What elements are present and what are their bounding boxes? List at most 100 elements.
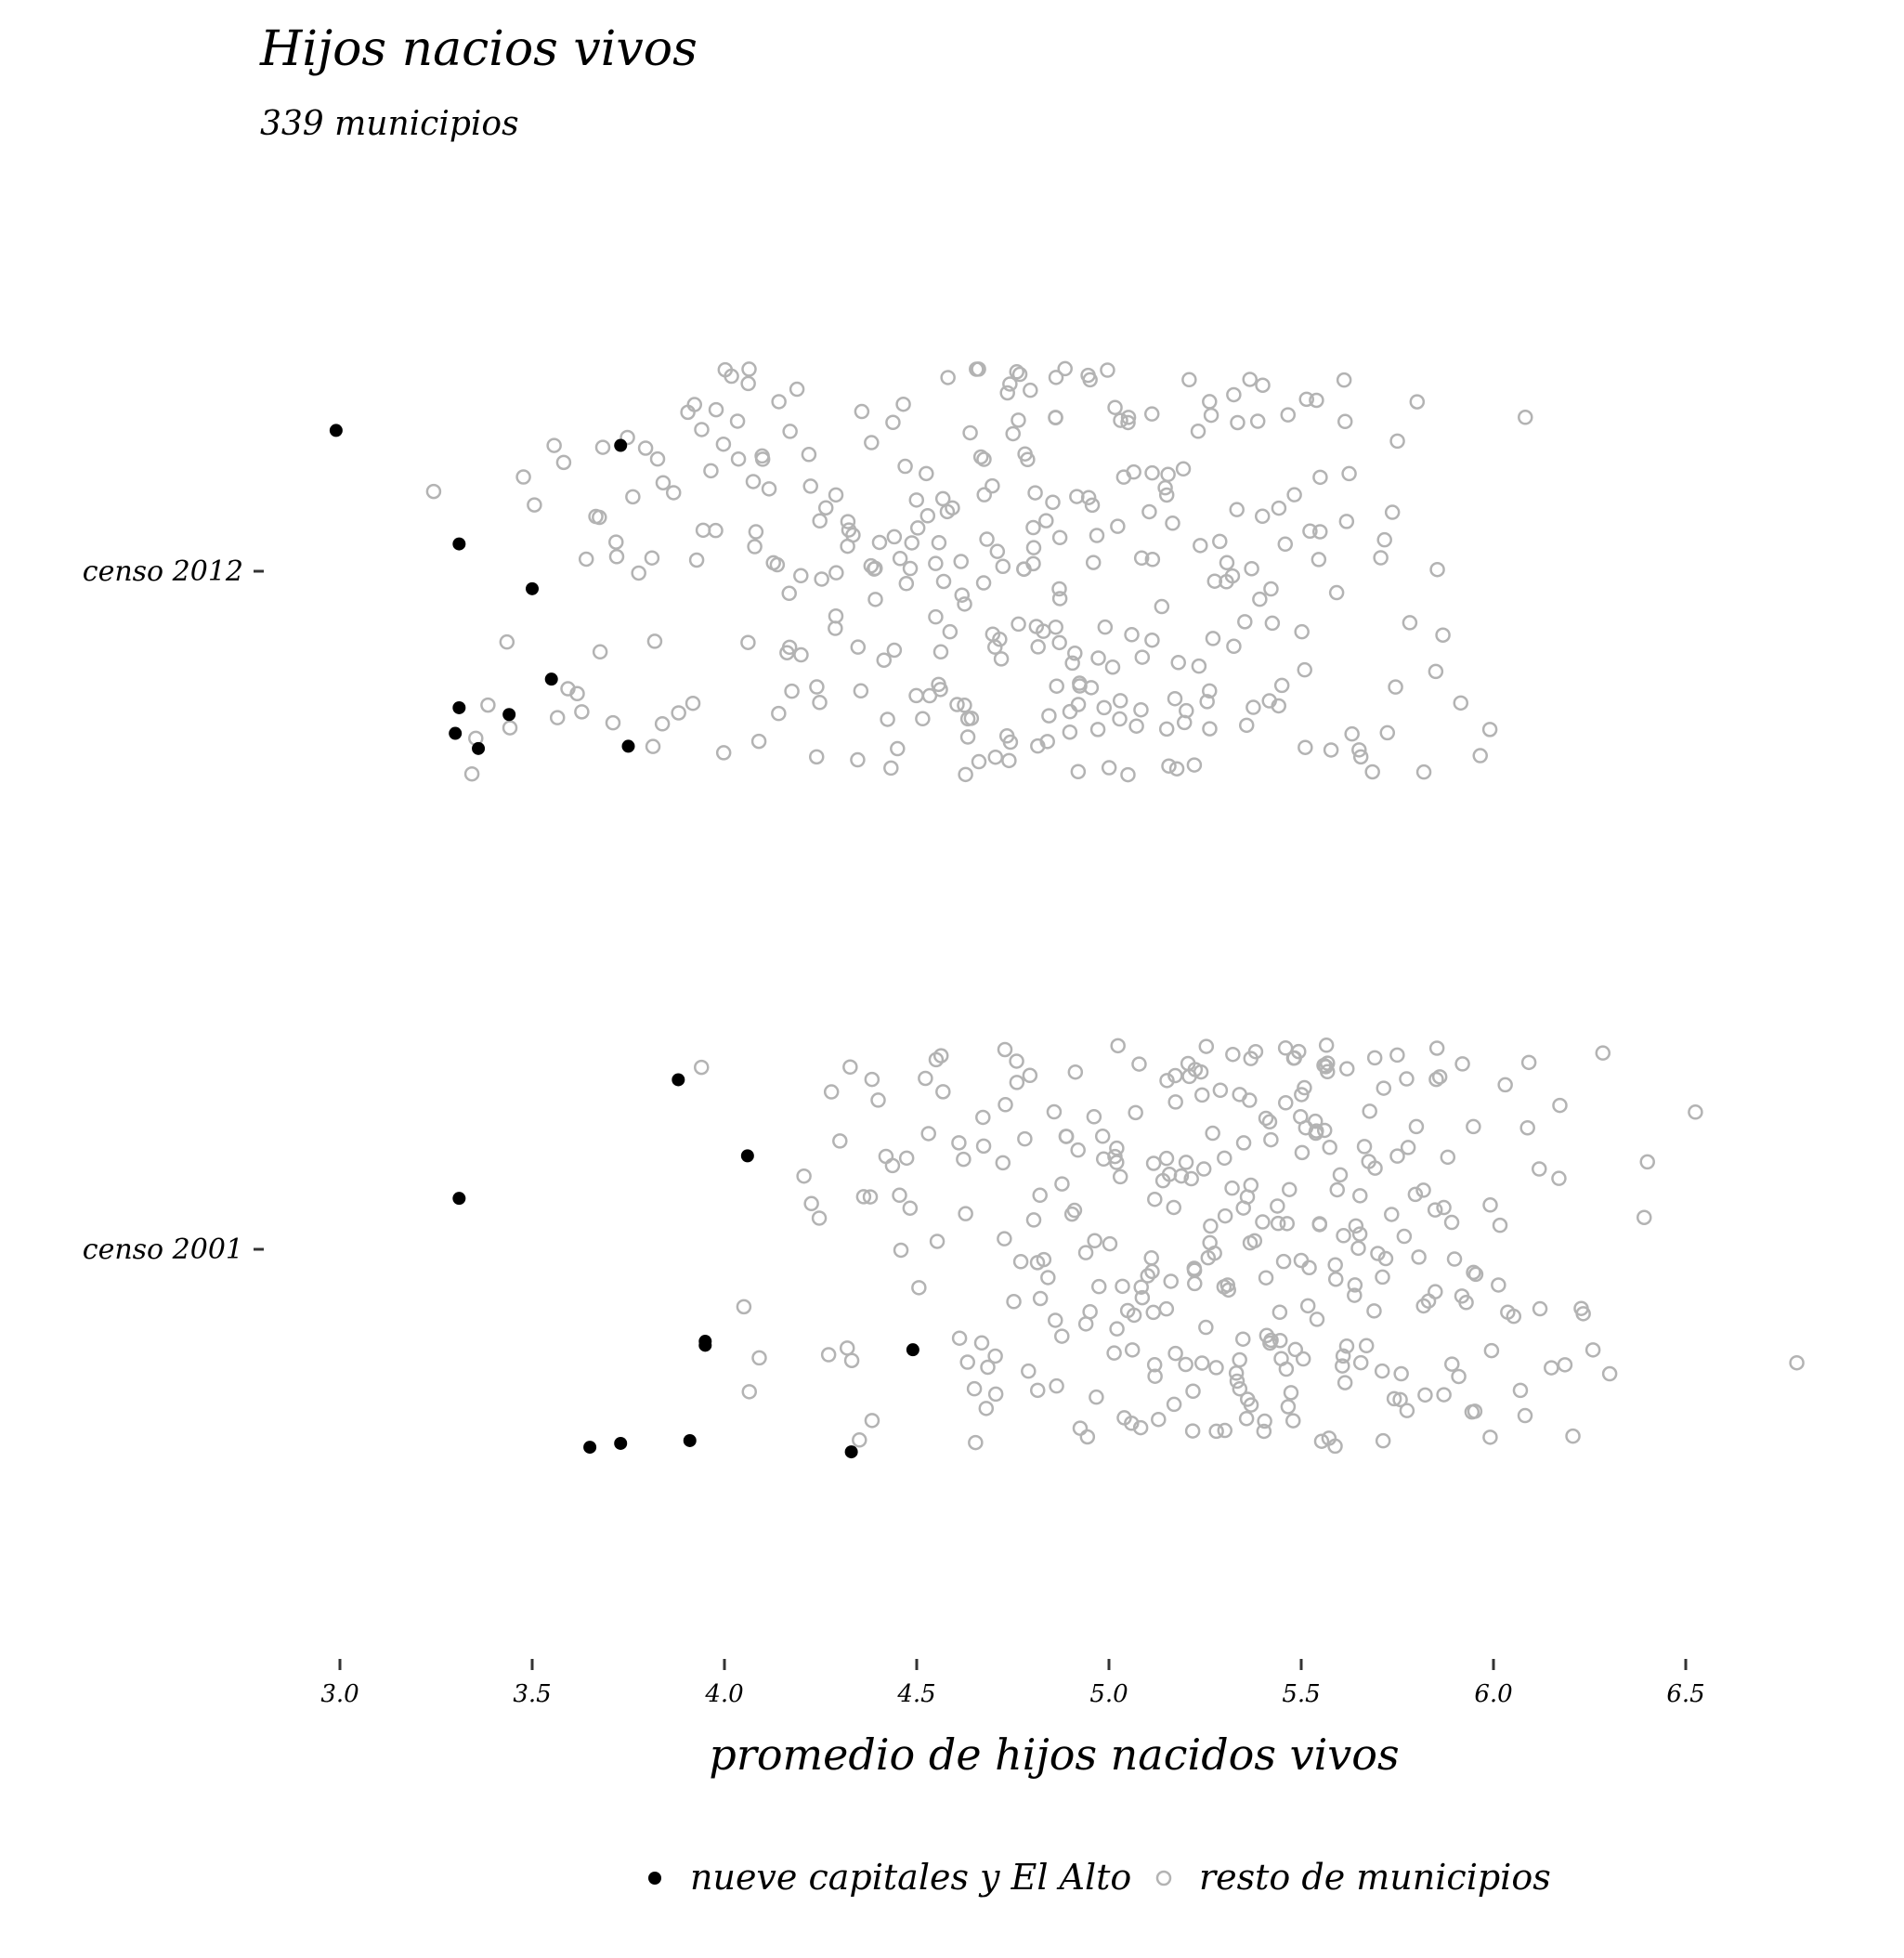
data-point-resto	[959, 1354, 975, 1370]
legend-label: resto de municipios	[1199, 1857, 1551, 1898]
data-point-resto	[968, 1434, 984, 1451]
data-point-resto	[1409, 394, 1426, 410]
data-point-resto	[1584, 1342, 1601, 1358]
data-point-resto	[1264, 615, 1281, 632]
data-point-resto	[1294, 1087, 1310, 1103]
data-point-capital	[452, 1192, 466, 1206]
data-point-resto	[1107, 399, 1123, 415]
data-point-resto	[1217, 1207, 1233, 1224]
data-point-resto	[1237, 614, 1253, 630]
data-point-resto	[898, 1150, 915, 1167]
data-point-resto	[1067, 646, 1083, 661]
data-point-resto	[741, 1384, 758, 1400]
x-tick-label: 3.5	[513, 1680, 551, 1708]
data-point-resto	[1070, 764, 1087, 780]
data-point-resto	[1186, 1260, 1203, 1276]
data-point-resto	[1309, 1312, 1325, 1327]
data-point-resto	[843, 1352, 860, 1368]
data-point-resto	[569, 685, 585, 702]
data-point-resto	[966, 1380, 983, 1397]
data-point-resto	[1200, 1249, 1217, 1266]
data-point-resto	[1199, 694, 1215, 710]
data-point-resto	[1144, 1263, 1160, 1280]
x-tick-label: 6.0	[1474, 1680, 1512, 1708]
data-point-capital	[698, 1338, 712, 1352]
data-point-resto	[1027, 485, 1043, 501]
data-point-resto	[1091, 1278, 1107, 1295]
data-point-resto	[1327, 1257, 1343, 1273]
data-point-resto	[769, 556, 786, 573]
data-point-resto	[1520, 1054, 1537, 1071]
data-point-resto	[1051, 591, 1068, 607]
data-point-resto	[1467, 1403, 1483, 1419]
data-point-resto	[1375, 1432, 1391, 1449]
data-point-resto	[1235, 1135, 1252, 1151]
data-point-resto	[1374, 1363, 1390, 1379]
data-point-resto	[995, 1155, 1011, 1171]
data-point-resto	[1072, 1420, 1089, 1436]
x-tick-label: 4.0	[704, 1680, 743, 1708]
data-point-resto	[958, 1206, 973, 1221]
data-point-resto	[1339, 1061, 1355, 1077]
data-point-resto	[962, 424, 978, 441]
data-point-resto	[1261, 693, 1277, 709]
data-point-resto	[1386, 1390, 1402, 1407]
data-point-resto	[1286, 1050, 1302, 1066]
data-point-resto	[1212, 1082, 1229, 1099]
data-point-resto	[594, 439, 611, 455]
data-point-resto	[1415, 1182, 1431, 1198]
data-point-resto	[1112, 1168, 1128, 1185]
data-point-resto	[1238, 1410, 1255, 1427]
data-point-resto	[864, 435, 880, 450]
data-point-resto	[1025, 1212, 1042, 1228]
data-point-resto	[828, 487, 844, 503]
data-point-resto	[592, 509, 607, 526]
data-point-resto	[1116, 1410, 1132, 1426]
data-point-resto	[1195, 1161, 1212, 1177]
data-point-resto	[771, 705, 787, 722]
data-point-resto	[480, 697, 496, 713]
data-point-resto	[1039, 734, 1055, 750]
data-point-resto	[1193, 538, 1208, 554]
data-point-resto	[1006, 1294, 1022, 1310]
data-point-resto	[1361, 1154, 1376, 1169]
data-point-resto	[1206, 573, 1223, 589]
data-point-resto	[911, 1280, 927, 1296]
data-point-resto	[1190, 424, 1206, 439]
data-point-resto	[808, 749, 825, 765]
data-point-resto	[637, 440, 654, 456]
data-point-resto	[1198, 1038, 1215, 1054]
data-point-resto	[1124, 1342, 1141, 1358]
data-point-resto	[993, 651, 1010, 667]
data-point-resto	[1377, 1250, 1394, 1267]
data-point-resto	[895, 396, 911, 412]
data-point-resto	[1070, 697, 1087, 712]
data-point-resto	[1532, 1300, 1548, 1317]
data-point-resto	[608, 534, 624, 550]
data-point-resto	[1482, 1197, 1498, 1213]
data-point-resto	[1141, 503, 1157, 520]
data-point-resto	[1299, 1298, 1316, 1314]
data-point-resto	[1352, 749, 1369, 765]
data-point-resto	[1087, 1233, 1102, 1249]
data-point-resto	[740, 634, 756, 650]
data-point-resto	[1158, 487, 1175, 503]
data-point-resto	[1202, 394, 1218, 410]
data-point-resto	[715, 436, 732, 452]
data-point-resto	[619, 429, 635, 446]
data-point-resto	[1238, 717, 1255, 734]
data-point-resto	[1275, 1253, 1292, 1270]
data-point-resto	[892, 1187, 907, 1204]
data-point-resto	[945, 500, 960, 516]
data-point-resto	[1009, 1075, 1025, 1090]
data-point-resto	[832, 1133, 848, 1149]
data-point-resto	[997, 1041, 1013, 1058]
data-point-resto	[1295, 1351, 1311, 1367]
data-point-resto	[828, 565, 844, 581]
data-point-resto	[1143, 406, 1160, 422]
data-point-resto	[1005, 425, 1021, 442]
data-point-resto	[1565, 1428, 1581, 1444]
data-point-resto	[954, 587, 971, 603]
data-point-resto	[1193, 1064, 1209, 1080]
data-point-resto	[1497, 1077, 1513, 1093]
